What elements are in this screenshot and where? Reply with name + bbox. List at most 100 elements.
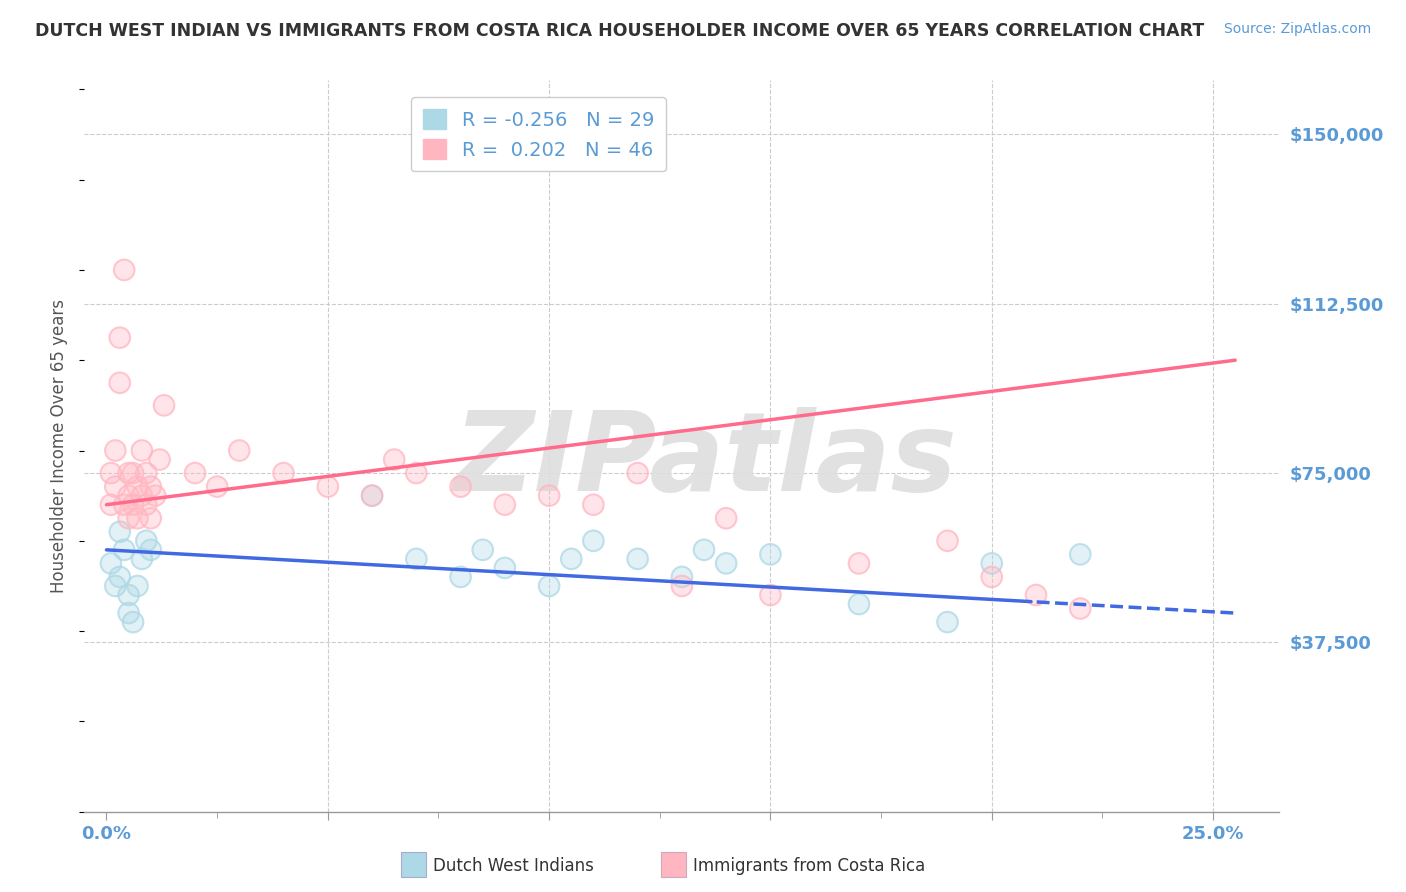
Point xyxy=(1069,547,1091,561)
Point xyxy=(131,443,153,458)
Point xyxy=(122,466,145,480)
Text: Dutch West Indians: Dutch West Indians xyxy=(433,857,593,875)
Point xyxy=(450,570,472,584)
Point xyxy=(139,480,162,494)
Point xyxy=(538,579,561,593)
Text: ZIPatlas: ZIPatlas xyxy=(454,407,957,514)
Point xyxy=(122,498,145,512)
Point xyxy=(139,511,162,525)
Point xyxy=(112,498,135,512)
Point xyxy=(153,398,176,412)
Point xyxy=(117,588,139,602)
Point xyxy=(117,489,139,503)
Point xyxy=(759,588,782,602)
Point xyxy=(848,597,870,611)
Point xyxy=(117,511,139,525)
Point xyxy=(104,480,127,494)
Point xyxy=(108,570,131,584)
Point xyxy=(1025,588,1047,602)
Point xyxy=(127,579,149,593)
Point xyxy=(450,570,472,584)
Point xyxy=(135,466,157,480)
Point xyxy=(112,542,135,557)
Point xyxy=(538,489,561,503)
Point xyxy=(494,561,516,575)
Point xyxy=(693,542,716,557)
Point xyxy=(714,557,737,571)
Point xyxy=(848,557,870,571)
Point xyxy=(494,498,516,512)
Point xyxy=(471,542,494,557)
Point xyxy=(759,588,782,602)
Point xyxy=(100,557,122,571)
Point xyxy=(980,557,1002,571)
Point xyxy=(936,533,959,548)
Point xyxy=(112,263,135,277)
Point xyxy=(405,552,427,566)
Point xyxy=(714,511,737,525)
Point xyxy=(1069,601,1091,615)
Point xyxy=(122,615,145,629)
Point xyxy=(671,570,693,584)
Point xyxy=(936,615,959,629)
Point xyxy=(1069,601,1091,615)
Point xyxy=(131,552,153,566)
Point xyxy=(316,480,339,494)
Point xyxy=(494,498,516,512)
Point xyxy=(112,542,135,557)
Point xyxy=(149,452,172,467)
Point xyxy=(117,489,139,503)
Legend: R = -0.256   N = 29, R =  0.202   N = 46: R = -0.256 N = 29, R = 0.202 N = 46 xyxy=(411,97,666,171)
Point xyxy=(135,533,157,548)
Point xyxy=(100,466,122,480)
Point xyxy=(560,552,582,566)
Point xyxy=(1069,547,1091,561)
Point xyxy=(131,489,153,503)
Point xyxy=(494,561,516,575)
Point xyxy=(108,331,131,345)
Point xyxy=(117,466,139,480)
Point xyxy=(117,606,139,620)
Point xyxy=(184,466,207,480)
Point xyxy=(153,398,176,412)
Point xyxy=(759,547,782,561)
Point xyxy=(936,615,959,629)
Point xyxy=(108,376,131,390)
Point xyxy=(759,547,782,561)
Point xyxy=(627,466,650,480)
Point xyxy=(582,498,605,512)
Point xyxy=(582,533,605,548)
Point xyxy=(980,570,1002,584)
Point xyxy=(100,498,122,512)
Point xyxy=(405,552,427,566)
Point xyxy=(139,542,162,557)
Point xyxy=(135,466,157,480)
Point xyxy=(405,466,427,480)
Point xyxy=(100,498,122,512)
Point xyxy=(127,480,149,494)
Point xyxy=(104,579,127,593)
Point xyxy=(184,466,207,480)
Point xyxy=(848,597,870,611)
Point xyxy=(122,498,145,512)
Point xyxy=(135,498,157,512)
Point xyxy=(104,480,127,494)
Point xyxy=(108,570,131,584)
Point xyxy=(361,489,384,503)
Point xyxy=(273,466,295,480)
Point xyxy=(143,489,166,503)
Point xyxy=(131,489,153,503)
Point xyxy=(471,542,494,557)
Point xyxy=(205,480,228,494)
Point xyxy=(127,511,149,525)
Point xyxy=(112,263,135,277)
Point xyxy=(538,489,561,503)
Point xyxy=(127,480,149,494)
Point xyxy=(117,466,139,480)
Point xyxy=(139,511,162,525)
Point xyxy=(714,511,737,525)
Point xyxy=(127,511,149,525)
Point xyxy=(117,511,139,525)
Text: Immigrants from Costa Rica: Immigrants from Costa Rica xyxy=(693,857,925,875)
Point xyxy=(714,557,737,571)
